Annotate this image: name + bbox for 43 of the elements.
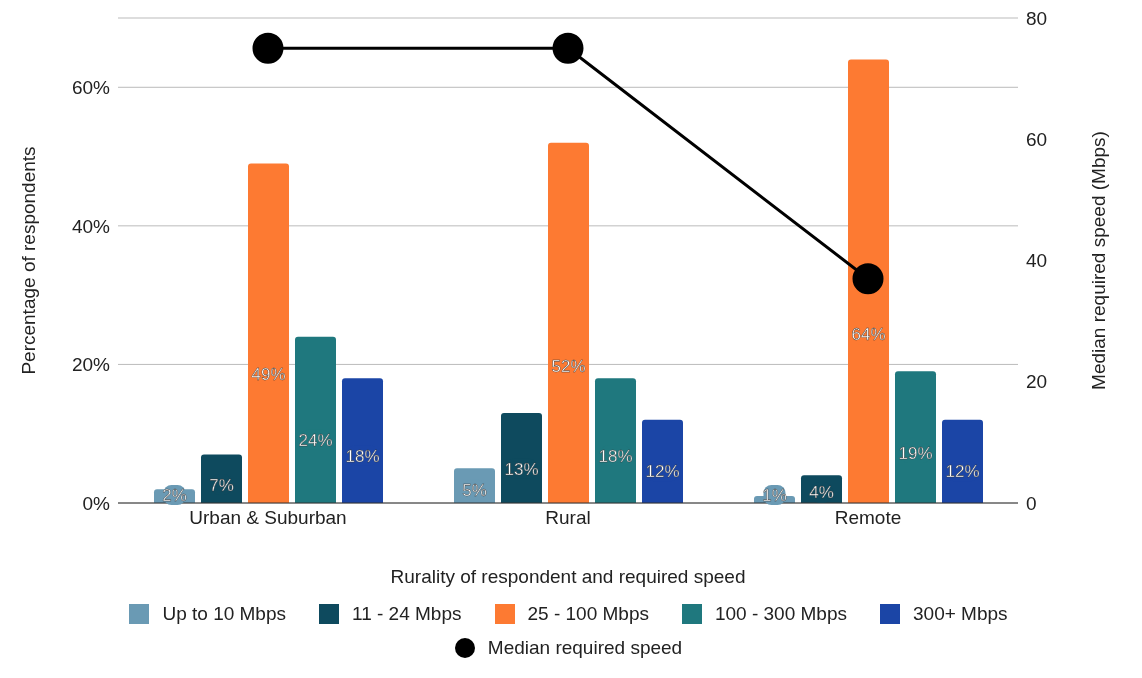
y-tick-label: 0% (82, 492, 111, 514)
data-label: 18% (345, 446, 380, 466)
data-label: 19% (898, 443, 933, 463)
y-tick-label: 20% (71, 354, 111, 376)
data-label: 18% (598, 446, 633, 466)
data-label: 4% (809, 483, 834, 503)
data-label: 1% (762, 486, 787, 505)
legend-label: Median required speed (486, 637, 683, 659)
bar (848, 59, 889, 503)
legend-label: 11 - 24 Mbps (351, 603, 462, 625)
x-axis-title: Rurality of respondent and required speed (390, 566, 746, 587)
y-tick-label: 40% (71, 215, 111, 237)
x-tick-label: Rural (545, 507, 591, 529)
bar (548, 142, 589, 503)
data-label: 12% (945, 462, 980, 482)
data-label: 24% (298, 430, 333, 450)
bar (595, 378, 636, 503)
data-label: 64% (851, 325, 886, 345)
x-tick-label: Urban & Suburban (189, 507, 347, 529)
y2-tick-label: 60 (1026, 128, 1048, 150)
legend-label: 300+ Mbps (912, 603, 1008, 625)
bar (248, 163, 289, 503)
y2-tick-label: 40 (1026, 250, 1048, 272)
bar (342, 378, 383, 503)
legend-label: Up to 10 Mbps (161, 603, 287, 625)
legend-label: 25 - 100 Mbps (526, 603, 649, 625)
data-label: 52% (551, 357, 586, 377)
data-label: 49% (251, 364, 286, 384)
bar (295, 336, 336, 503)
data-label: 2% (162, 486, 187, 505)
bar (895, 371, 936, 503)
data-label: 5% (462, 480, 487, 500)
data-label: 7% (209, 475, 234, 495)
y2-tick-label: 80 (1026, 7, 1048, 29)
y-tick-label: 60% (71, 77, 111, 99)
y2-axis-title: Median required speed (Mbps) (1087, 131, 1109, 390)
legend-label: 100 - 300 Mbps (713, 603, 847, 625)
y2-tick-label: 20 (1026, 371, 1048, 393)
data-label: 13% (504, 459, 539, 479)
data-label: 12% (645, 462, 680, 482)
x-tick-label: Remote (834, 507, 902, 529)
y-axis-title: Percentage of respondents (17, 146, 39, 375)
y2-tick-label: 0 (1026, 492, 1037, 514)
